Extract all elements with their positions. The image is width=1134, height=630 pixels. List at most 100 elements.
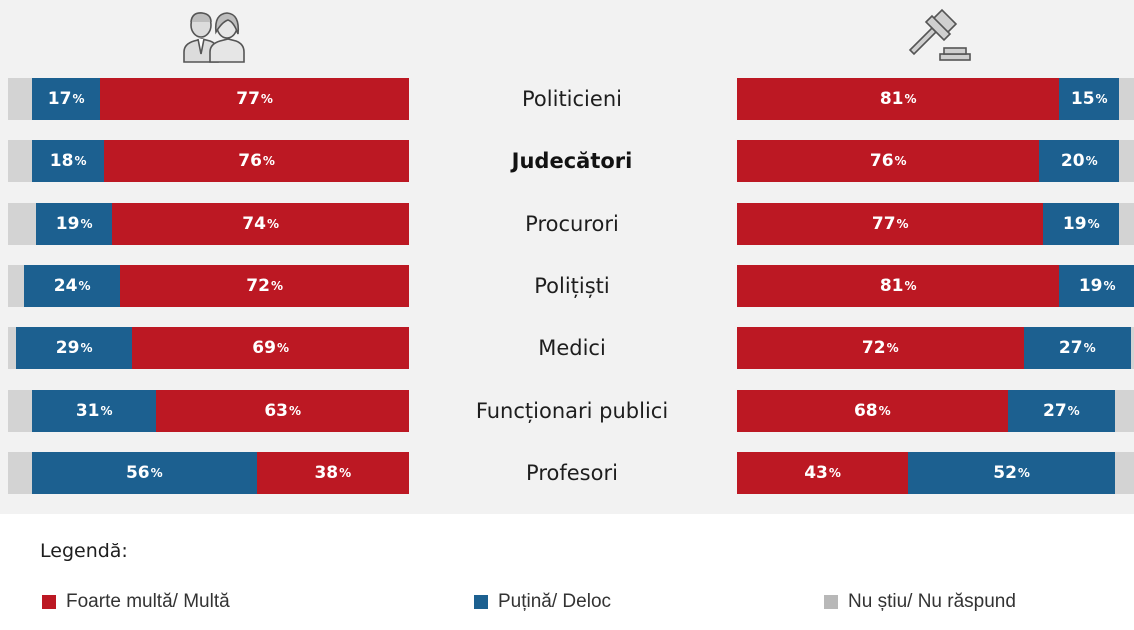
bar-segment: 19% [1059, 264, 1134, 307]
bar-segment [8, 202, 37, 245]
bar-row: 17% 77% [8, 78, 409, 120]
bar-segment: 43% [737, 451, 909, 494]
legend-label: Foarte multă/ Multă [66, 591, 230, 612]
data-label: 27 [1058, 338, 1083, 359]
bar-row: 76% 20% [737, 140, 1134, 183]
data-label-unit: % [270, 278, 283, 293]
data-label-unit: % [276, 341, 289, 356]
data-label: 72 [861, 338, 886, 359]
data-label: 38 [314, 462, 339, 483]
data-label: 19 [55, 213, 80, 234]
legend-swatch-gray [824, 595, 838, 609]
data-label-unit: % [828, 465, 841, 480]
bar-segment: 15% [1059, 78, 1120, 120]
data-label-unit: % [100, 403, 113, 418]
data-label: 19 [1062, 213, 1087, 234]
data-label: 24 [53, 275, 78, 296]
bar-segment [8, 451, 33, 494]
data-label: 31 [75, 400, 100, 421]
legend-item-putina-deloc: Puțină/ Deloc [474, 590, 611, 614]
data-label: 81 [879, 89, 904, 109]
category-label: Judecători [511, 149, 633, 174]
data-label: 63 [264, 400, 288, 421]
legend-item-foarte-multa: Foarte multă/ Multă [42, 590, 230, 614]
bar-segment [1131, 327, 1134, 370]
data-label-unit: % [262, 154, 275, 169]
legend-label: Nu știu/ Nu răspund [848, 591, 1016, 612]
data-label-unit: % [150, 465, 163, 480]
legend-title: Legendă: [40, 540, 128, 562]
bar-row: 31% 63% [8, 389, 409, 432]
bar-row: 56% 38% [8, 451, 409, 494]
bar-segment: 56% [32, 451, 257, 494]
bar-segment [1119, 202, 1134, 245]
legend-swatch-red [42, 595, 56, 609]
data-label: 17 [47, 89, 72, 109]
bar-row: 24% 72% [8, 264, 409, 307]
data-label: 76 [869, 151, 894, 172]
bar-segment [8, 78, 33, 120]
data-label: 43 [804, 462, 828, 483]
bar-segment: 19% [36, 202, 113, 245]
data-label-unit: % [878, 403, 891, 418]
bar-segment: 27% [1023, 327, 1131, 370]
data-label: 77 [871, 213, 896, 234]
bar-segment: 81% [737, 78, 1060, 120]
bar-segment [1115, 451, 1134, 494]
data-label: 74 [242, 213, 266, 234]
bar-segment: 27% [1007, 389, 1116, 432]
category-label: Medici [538, 336, 606, 361]
legend-label: Puțină/ Deloc [498, 591, 612, 612]
data-label: 52 [993, 462, 1017, 483]
data-label: 72 [246, 275, 270, 296]
bar-row: 19% 74% [8, 202, 409, 245]
legend-swatch-blue [474, 595, 488, 609]
data-label: 20 [1060, 151, 1085, 172]
bar-segment [1119, 78, 1134, 120]
data-label: 68 [853, 400, 878, 421]
data-label-unit: % [896, 216, 909, 231]
bar-segment [1115, 389, 1134, 432]
bar-row: 43% 52% [737, 451, 1134, 494]
people-icon [176, 8, 248, 64]
data-label-unit: % [1103, 278, 1116, 293]
bar-segment [8, 140, 33, 183]
bar-segment: 63% [156, 389, 409, 432]
data-label: 81 [879, 275, 904, 296]
bar-row: 29% 69% [8, 327, 409, 370]
data-label-unit: % [78, 278, 91, 293]
bar-segment: 72% [120, 264, 409, 307]
bar-segment: 52% [908, 451, 1116, 494]
data-label: 19 [1078, 275, 1103, 296]
bar-segment: 19% [1043, 202, 1120, 245]
bar-segment [8, 389, 33, 432]
data-label-unit: % [894, 154, 907, 169]
data-label-unit: % [1017, 465, 1030, 480]
data-label: 27 [1043, 400, 1067, 421]
bar-segment: 72% [737, 327, 1024, 370]
data-label-unit: % [339, 465, 352, 480]
bar-segment: 77% [737, 202, 1044, 245]
bar-row: 77% 19% [737, 202, 1134, 245]
bar-segment: 29% [16, 327, 133, 370]
data-label-unit: % [80, 216, 93, 231]
data-label-unit: % [288, 403, 302, 418]
data-label: 77 [236, 89, 260, 109]
bar-segment: 38% [256, 451, 409, 494]
category-label: Politicieni [522, 87, 622, 111]
bar-segment: 24% [24, 264, 121, 307]
data-label-unit: % [1087, 216, 1100, 231]
legend-item-nu-stiu: Nu știu/ Nu răspund [824, 590, 1016, 614]
bar-segment: 68% [737, 389, 1008, 432]
bar-segment: 18% [32, 140, 105, 183]
bar-segment: 20% [1039, 140, 1120, 183]
bar-segment: 74% [112, 202, 409, 245]
data-label: 15 [1070, 89, 1095, 109]
data-label-unit: % [1083, 341, 1096, 356]
category-label: Profesori [526, 460, 618, 485]
data-label: 29 [55, 338, 80, 359]
data-label-unit: % [904, 278, 917, 293]
category-label: Procurori [525, 211, 619, 236]
gavel-icon [904, 8, 976, 64]
bar-row: 72% 27% [737, 327, 1134, 370]
